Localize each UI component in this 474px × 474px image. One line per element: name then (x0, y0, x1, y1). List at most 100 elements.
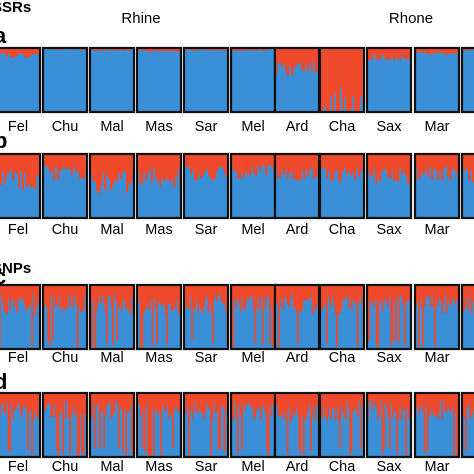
bar-border-Mal (88, 152, 136, 220)
bar-base-Mel (231, 48, 275, 112)
bar-border-Sar (182, 46, 230, 114)
pop-label-Ard: Ard (286, 119, 309, 135)
bar-border-Fel (0, 152, 42, 220)
bar-border-Mar2 (460, 391, 474, 459)
bar-border-Fel (0, 46, 42, 114)
pop-label-Chu: Chu (52, 350, 79, 366)
bar-border-Mar2 (460, 46, 474, 114)
bar-base-Sar (184, 48, 228, 112)
bar-base-Fel (0, 48, 40, 112)
bar-border-Sax (365, 152, 413, 220)
pop-label-Cha: Cha (329, 119, 357, 135)
bar-border-Sax (365, 46, 413, 114)
bar-border-Mal (88, 283, 136, 351)
bar-red-Mel (231, 154, 276, 179)
bar-red-Fel (0, 48, 41, 59)
bar-red-Chu (43, 285, 88, 348)
bar-border-Sax (365, 283, 413, 351)
panel-d: d Fel Chu Mal Mas Sar Mel Ard Cha Sax Mar (0, 369, 474, 474)
pop-label-Sar: Sar (195, 119, 218, 135)
panel-a: a Fel Chu Mal Mas Sar Mel Ard Cha Sax Mar (0, 23, 474, 135)
bar-red-Sar (184, 393, 229, 457)
bar-red-Mas (137, 154, 182, 188)
pop-label-Mel: Mel (241, 459, 264, 474)
bar-red-Ard (275, 154, 320, 181)
bar-red-Chu (43, 154, 88, 180)
pop-label-Cha: Cha (329, 459, 357, 474)
pop-label-Fel: Fel (8, 119, 28, 135)
bar-base-Mal (90, 48, 134, 112)
bar-red-Fel (0, 393, 41, 455)
bar-red-Mar (415, 393, 460, 456)
pop-label-Cha: Cha (329, 222, 357, 238)
bar-red-Mal (90, 154, 135, 194)
bar-red-Sar (184, 285, 229, 345)
pop-label-Fel: Fel (8, 222, 28, 238)
pop-label-Sar: Sar (195, 222, 218, 238)
bar-red-Cha (320, 48, 365, 112)
bar-border-Fel (0, 391, 42, 459)
bar-red-Mar2 (462, 285, 474, 314)
river-label-rhine: Rhine (121, 10, 160, 27)
river-label-rhone: Rhone (389, 10, 433, 27)
pop-label-Sar: Sar (195, 459, 218, 474)
pop-label-Sax: Sax (377, 350, 403, 366)
bar-border-Sar (182, 152, 230, 220)
bar-red-Fel (0, 285, 41, 349)
bar-red-Ard (275, 48, 320, 76)
pop-label-Fel: Fel (8, 350, 28, 366)
bar-border-Mar (413, 283, 461, 351)
bar-border-Cha (318, 283, 366, 351)
bar-border-Mar2 (460, 283, 474, 351)
pop-label-Mas: Mas (145, 119, 172, 135)
bar-border-Mas (135, 152, 183, 220)
panel-letter-a: a (0, 23, 7, 48)
bar-red-Sar (184, 154, 229, 181)
pop-label-Sar: Sar (195, 350, 218, 366)
bar-red-Cha (320, 285, 365, 347)
bar-border-Mar2 (460, 152, 474, 220)
pop-label-Mel: Mel (241, 119, 264, 135)
bar-base-Mar2 (462, 48, 474, 112)
bar-red-Chu (43, 393, 88, 457)
bar-base-Mas (137, 48, 181, 112)
bar-border-Chu (41, 152, 89, 220)
bar-border-Mar (413, 46, 461, 114)
pop-label-Sax: Sax (377, 459, 403, 474)
panel-b: b Fel Chu Mal Mas Sar Mel Ard Cha Sax Mar (0, 128, 474, 238)
pop-label-Mar: Mar (425, 350, 450, 366)
pop-label-Mar: Mar (425, 222, 450, 238)
section-label-snps: SNPs (0, 260, 31, 277)
pop-label-Mas: Mas (145, 222, 172, 238)
pop-label-Chu: Chu (52, 119, 79, 135)
bar-red-Cha (320, 393, 365, 456)
panel-c: c Fel Chu Mal Mas Sar Mel Ard Cha Sax Mar (0, 264, 474, 366)
pop-label-Ard: Ard (286, 350, 309, 366)
bar-red-Sax (367, 154, 412, 186)
panel-letter-d: d (0, 369, 7, 394)
pop-label-Ard: Ard (286, 459, 309, 474)
bar-red-Sax (367, 393, 412, 457)
pop-label-Chu: Chu (52, 222, 79, 238)
bar-red-Mar2 (462, 154, 474, 183)
bar-border-Chu (41, 391, 89, 459)
bar-border-Sar (182, 283, 230, 351)
bar-red-Sax (367, 48, 412, 61)
bar-red-Ard (275, 285, 320, 349)
section-label-ssrs: SSRs (0, 0, 31, 16)
pop-label-Fel: Fel (8, 459, 28, 474)
pop-label-Mel: Mel (241, 350, 264, 366)
pop-label-Mal: Mal (100, 459, 123, 474)
bar-border-Cha (318, 46, 366, 114)
bar-border-Mar (413, 152, 461, 220)
bar-border-Mar (413, 391, 461, 459)
bar-red-Fel (0, 154, 41, 190)
bar-base-Chu (43, 48, 87, 112)
bar-red-Mal (90, 393, 135, 457)
pop-label-Chu: Chu (52, 459, 79, 474)
pop-label-Mas: Mas (145, 350, 172, 366)
pop-label-Mal: Mal (100, 350, 123, 366)
bar-red-Cha (320, 154, 365, 183)
